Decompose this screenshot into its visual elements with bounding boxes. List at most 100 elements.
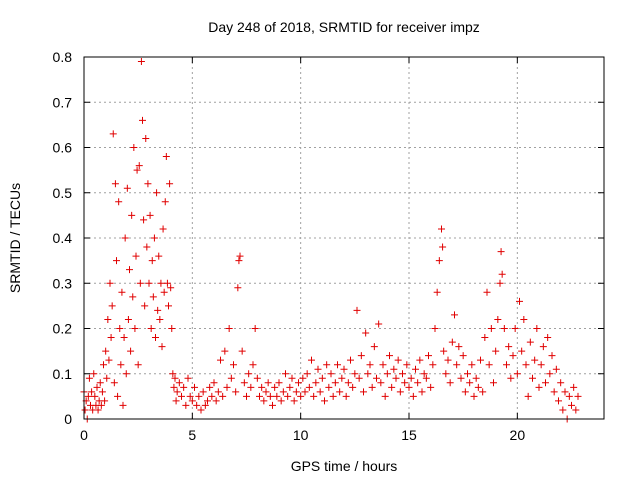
data-point [110,379,118,387]
data-point [97,401,105,409]
data-point [474,383,482,391]
data-point [134,361,142,369]
x-tick-label: 15 [401,427,417,443]
data-point [552,365,560,373]
data-point [120,334,128,342]
data-point [143,243,151,251]
data-point [516,297,523,305]
data-point [520,315,528,323]
data-point [157,279,165,287]
data-point [316,388,324,396]
data-point [420,370,428,378]
data-point [102,347,110,355]
y-tick-label: 0.3 [53,275,73,291]
data-point [173,388,181,396]
y-tick-label: 0.2 [53,321,73,337]
data-point [152,334,159,342]
data-point [129,293,137,301]
data-point [455,343,463,351]
data-point [472,374,480,382]
data-point [132,252,140,260]
data-point [429,361,437,369]
data-point [497,248,505,256]
data-point [277,397,285,405]
data-point [572,406,580,414]
data-point [440,347,448,355]
data-point [240,379,248,387]
x-tick-label: 0 [80,427,88,443]
data-point [561,388,569,396]
data-point [438,225,445,233]
data-point [507,374,515,382]
data-point [162,153,170,161]
data-point [171,374,179,382]
data-point [153,189,161,197]
data-point [446,379,454,387]
data-point [565,392,573,400]
data-point [522,361,530,369]
data-point [94,406,102,414]
x-tick-label: 10 [293,427,309,443]
data-point [388,383,396,391]
data-point [539,343,547,351]
data-point [93,383,101,391]
data-point [140,216,148,224]
data-point [344,379,352,387]
x-tick-label: 20 [510,427,526,443]
data-point [529,374,536,382]
data-point [161,198,169,206]
data-point [130,144,138,151]
data-point [235,257,243,265]
data-point [290,397,298,405]
data-point [325,383,333,391]
data-point [286,383,294,391]
data-point [435,257,443,265]
data-point [314,365,322,373]
data-point [166,180,174,188]
data-point [492,347,500,355]
data-point [496,279,504,287]
data-point [301,388,309,396]
data-point [349,383,357,391]
data-point [479,388,487,396]
data-point [127,347,135,355]
data-point [386,352,393,360]
data-point [232,388,240,396]
y-tick-label: 0 [64,411,72,427]
data-point [288,374,296,382]
data-point [105,356,113,364]
data-point [184,374,192,382]
data-point [271,383,279,391]
data-point [360,388,367,396]
data-point [318,374,326,382]
data-point [477,356,484,364]
data-point [453,361,461,369]
data-point [392,374,400,382]
data-point [81,406,89,414]
data-point [342,392,350,400]
data-point [155,252,163,260]
data-point [305,383,313,391]
data-point [518,347,526,355]
data-point [186,392,194,400]
data-point [439,243,447,251]
data-point [221,347,229,355]
data-point [351,370,359,378]
data-point [108,302,116,310]
data-point [487,325,495,332]
data-point [118,288,126,296]
data-point [357,352,365,360]
data-point [142,134,150,142]
data-point [409,392,417,400]
data-point [160,288,168,296]
data-point [131,325,139,332]
data-point [299,374,307,382]
y-tick-label: 0.7 [53,94,73,110]
data-point [144,180,152,188]
data-point [533,325,541,332]
data-point [225,325,233,332]
data-point [546,370,554,378]
x-tick-label: 5 [188,427,196,443]
data-point [199,388,207,396]
